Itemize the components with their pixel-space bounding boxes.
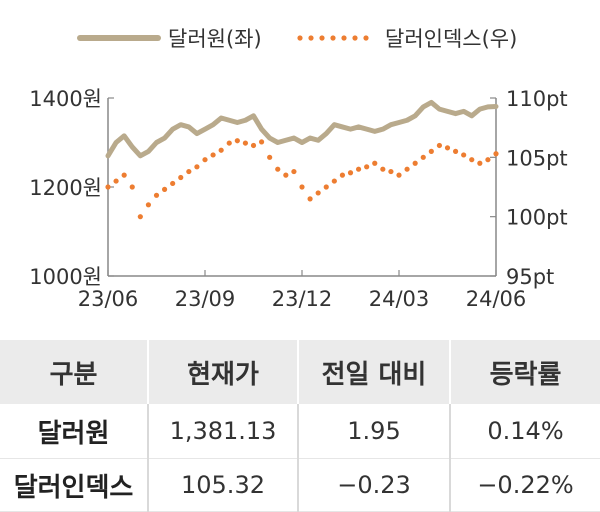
- table-row: 달러원 1,381.13 1.95 0.14%: [0, 404, 600, 459]
- y-right-tick-label: 110pt: [506, 87, 568, 111]
- series-point-dxy: [436, 142, 443, 149]
- series-point-dxy: [121, 172, 127, 178]
- series-point-dxy: [420, 154, 426, 160]
- y-left-tick-label: 1400원: [29, 87, 102, 111]
- row-price: 1,381.13: [147, 404, 298, 459]
- y-right-tick-label: 105pt: [506, 146, 568, 170]
- series-point-dxy: [477, 160, 483, 166]
- series-point-dxy: [315, 190, 321, 196]
- series-point-dxy: [396, 172, 402, 178]
- series-point-dxy: [469, 157, 475, 163]
- table-header-row: 구분 현재가 전일 대비 등락률: [0, 340, 600, 404]
- legend-swatch-dxy-dot: [363, 35, 369, 41]
- row-rate: −0.22%: [449, 458, 600, 512]
- series-point-dxy: [355, 166, 362, 172]
- legend-swatch-dxy-dot: [297, 35, 303, 41]
- col-header-price: 현재가: [147, 340, 298, 404]
- series-point-dxy: [258, 139, 265, 145]
- table-row: 달러인덱스 105.32 −0.23 −0.22%: [0, 458, 600, 512]
- series-point-dxy: [364, 164, 370, 170]
- legend-swatch-dxy-dot: [352, 35, 358, 41]
- series-point-dxy: [307, 196, 313, 202]
- y-left-tick-label: 1200원: [29, 176, 102, 200]
- x-tick-label: 23/09: [175, 287, 236, 311]
- legend-label-dxy: 달러인덱스(우): [385, 27, 517, 51]
- series-point-dxy: [291, 168, 297, 175]
- series-point-dxy: [129, 184, 135, 190]
- col-header-change: 전일 대비: [297, 340, 450, 404]
- series-point-dxy: [372, 160, 378, 166]
- series-point-dxy: [412, 160, 418, 166]
- y-right-tick-label: 100pt: [506, 206, 568, 230]
- series-point-dxy: [331, 178, 337, 184]
- series-point-dxy: [161, 186, 168, 192]
- series-point-dxy: [234, 138, 240, 144]
- series-point-dxy: [194, 164, 200, 170]
- series-point-dxy: [153, 192, 160, 198]
- series-point-dxy: [444, 145, 451, 151]
- price-table: 구분 현재가 전일 대비 등락률 달러원 1,381.13 1.95 0.14%…: [0, 340, 600, 512]
- legend-swatch-dxy-dot: [308, 35, 314, 41]
- chart-legend: 달러원(좌) 달러인덱스(우): [77, 27, 517, 51]
- x-tick-label: 24/03: [369, 287, 430, 311]
- series-point-dxy: [461, 152, 467, 158]
- x-tick-label: 24/06: [466, 287, 527, 311]
- series-point-dxy: [105, 184, 111, 190]
- legend-swatch-dxy-dot: [341, 35, 347, 41]
- series-point-dxy: [113, 178, 119, 184]
- col-header-rate: 등락률: [449, 340, 600, 404]
- series-line-usdkrw: [105, 99, 499, 159]
- col-header-category: 구분: [0, 340, 148, 404]
- y-right-tick-label: 95pt: [506, 265, 554, 289]
- series-point-dxy: [339, 172, 346, 178]
- series-point-dxy: [388, 168, 394, 175]
- series-point-dxy: [137, 214, 143, 220]
- legend-swatch-dxy-dot: [319, 35, 325, 41]
- series-point-dxy: [267, 154, 273, 160]
- series-point-dxy: [347, 170, 354, 176]
- series-point-dxy: [452, 148, 459, 154]
- exchange-rate-chart: 달러원(좌) 달러인덱스(우) 1400원 1200원 1000원 110pt 105pt…: [29, 27, 567, 311]
- series-point-dxy: [404, 166, 410, 172]
- series-point-dxy: [170, 180, 176, 187]
- series-point-dxy: [145, 202, 152, 208]
- series-point-dxy: [493, 151, 499, 157]
- chart-series: [105, 99, 499, 220]
- row-change: 1.95: [297, 404, 450, 459]
- x-tick-label: 23/12: [272, 287, 333, 311]
- series-point-dxy: [178, 174, 184, 181]
- series-point-dxy: [250, 142, 257, 149]
- row-change: −0.23: [297, 458, 450, 512]
- legend-swatch-dxy-dot: [330, 35, 336, 41]
- chart-axes: 1400원 1200원 1000원 110pt 105pt 100pt 95pt 23/06 2…: [29, 87, 567, 311]
- row-label: 달러원: [0, 404, 148, 459]
- x-tick-label: 23/06: [78, 287, 139, 311]
- series-point-dxy: [428, 148, 434, 154]
- series-point-dxy: [380, 166, 386, 172]
- series-point-dxy: [242, 140, 249, 146]
- series-point-dxy: [275, 166, 281, 172]
- series-point-dxy: [299, 184, 305, 190]
- series-point-dxy: [210, 152, 216, 158]
- series-point-dxy: [485, 157, 491, 163]
- series-point-dxy: [218, 147, 224, 153]
- series-point-dxy: [283, 172, 289, 178]
- y-left-tick-label: 1000원: [29, 265, 102, 289]
- legend-label-usdkrw: 달러원(좌): [168, 27, 262, 51]
- series-point-dxy: [186, 168, 192, 175]
- series-point-dxy: [226, 140, 232, 146]
- series-point-dxy: [202, 157, 208, 163]
- row-price: 105.32: [147, 458, 298, 512]
- series-point-dxy: [323, 184, 329, 190]
- row-label: 달러인덱스: [0, 458, 148, 512]
- row-rate: 0.14%: [449, 404, 600, 459]
